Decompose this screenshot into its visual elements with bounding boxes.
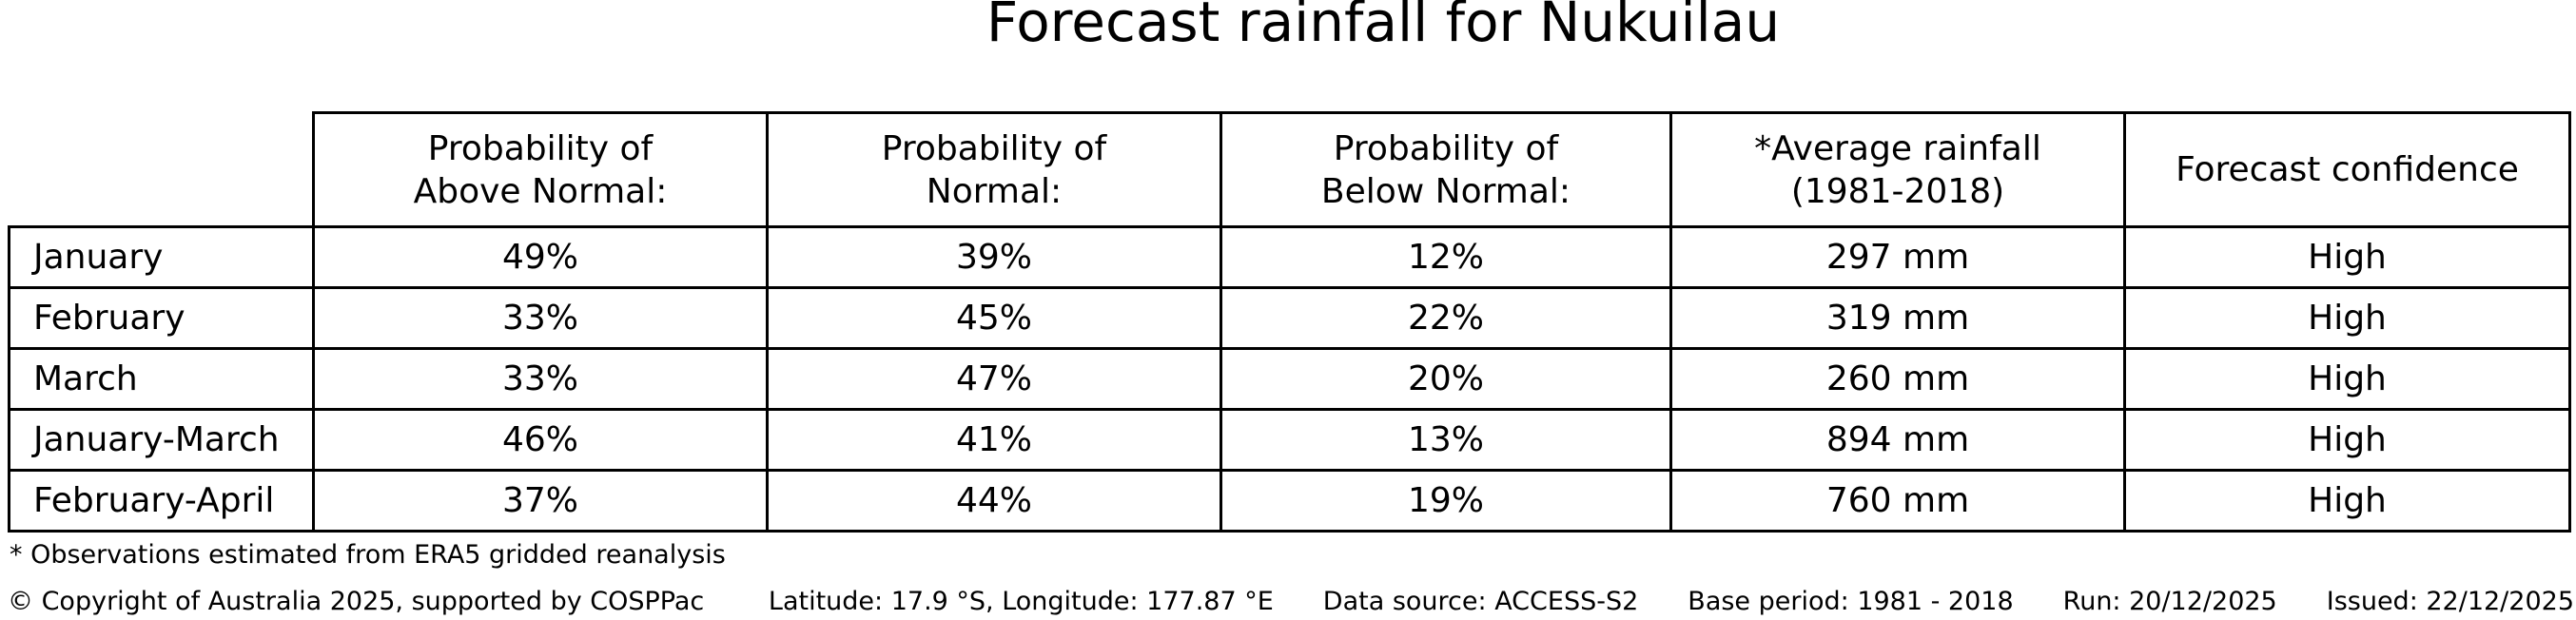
footer-metadata: Latitude: 17.9 °S, Longitude: 177.87 °E … — [769, 587, 2574, 616]
footer-location: Latitude: 17.9 °S, Longitude: 177.87 °E — [768, 587, 1274, 616]
col-header-average-rainfall: *Average rainfall (1981-2018) — [1669, 111, 2126, 228]
corner-header — [10, 113, 314, 227]
copyright-notice: © Copyright of Australia 2025, supported… — [8, 587, 705, 616]
normal-cell: 41% — [766, 408, 1222, 472]
period-cell: January — [8, 225, 315, 289]
confidence-cell: High — [2123, 469, 2571, 533]
below-normal-cell: 12% — [1220, 225, 1672, 289]
header-row: Probability of Above Normal: Probability… — [10, 111, 2571, 228]
average-rainfall-cell: 260 mm — [1669, 347, 2126, 411]
table-row: February-April 37% 44% 19% 760 mm High — [8, 469, 2571, 533]
footer-issued-date: Issued: 22/12/2025 — [2326, 587, 2574, 616]
page-title: Forecast rainfall for Nukuilau — [986, 0, 1781, 54]
table-row: January-March 46% 41% 13% 894 mm High — [8, 408, 2571, 472]
confidence-cell: High — [2123, 408, 2571, 472]
above-normal-cell: 33% — [312, 286, 769, 350]
average-rainfall-cell: 297 mm — [1669, 225, 2126, 289]
col-header-forecast-confidence: Forecast confidence — [2123, 111, 2571, 228]
footer-data-source: Data source: ACCESS-S2 — [1322, 587, 1639, 616]
average-rainfall-cell: 760 mm — [1669, 469, 2126, 533]
col-header-below-normal: Probability of Below Normal: — [1220, 111, 1672, 228]
below-normal-cell: 20% — [1220, 347, 1672, 411]
above-normal-cell: 37% — [312, 469, 769, 533]
normal-cell: 39% — [766, 225, 1222, 289]
period-cell: February — [8, 286, 315, 350]
below-normal-cell: 22% — [1220, 286, 1672, 350]
below-normal-cell: 19% — [1220, 469, 1672, 533]
confidence-cell: High — [2123, 286, 2571, 350]
table-row: March 33% 47% 20% 260 mm High — [8, 347, 2571, 411]
normal-cell: 47% — [766, 347, 1222, 411]
confidence-cell: High — [2123, 225, 2571, 289]
normal-cell: 45% — [766, 286, 1222, 350]
rainfall-table: Probability of Above Normal: Probability… — [8, 111, 2571, 533]
col-header-normal: Probability of Normal: — [766, 111, 1222, 228]
period-cell: March — [8, 347, 315, 411]
observations-footnote: * Observations estimated from ERA5 gridd… — [10, 540, 726, 570]
table-row: January 49% 39% 12% 297 mm High — [8, 225, 2571, 289]
average-rainfall-cell: 319 mm — [1669, 286, 2126, 350]
above-normal-cell: 46% — [312, 408, 769, 472]
period-cell: January-March — [8, 408, 315, 472]
period-cell: February-April — [8, 469, 315, 533]
normal-cell: 44% — [766, 469, 1222, 533]
table-row: February 33% 45% 22% 319 mm High — [8, 286, 2571, 350]
confidence-cell: High — [2123, 347, 2571, 411]
col-header-above-normal: Probability of Above Normal: — [312, 111, 769, 228]
footer-base-period: Base period: 1981 - 2018 — [1688, 587, 2014, 616]
above-normal-cell: 33% — [312, 347, 769, 411]
below-normal-cell: 13% — [1220, 408, 1672, 472]
footer-run-date: Run: 20/12/2025 — [2062, 587, 2277, 616]
average-rainfall-cell: 894 mm — [1669, 408, 2126, 472]
above-normal-cell: 49% — [312, 225, 769, 289]
